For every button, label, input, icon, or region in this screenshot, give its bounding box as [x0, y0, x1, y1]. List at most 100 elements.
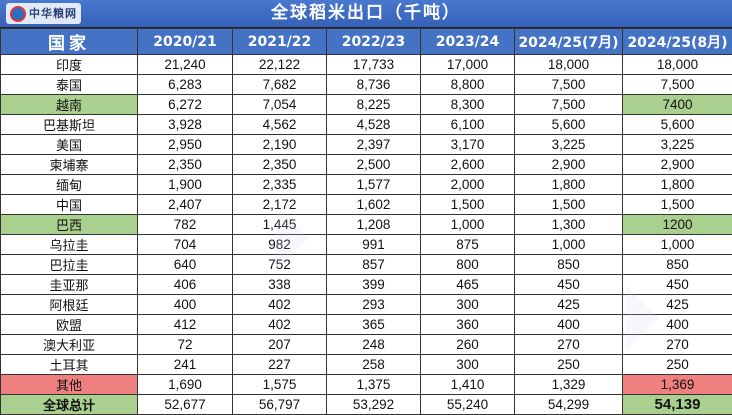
- value-cell: 450: [515, 275, 623, 295]
- value-cell: 21,240: [138, 55, 233, 75]
- value-cell: 6,283: [138, 75, 233, 95]
- value-cell: 300: [421, 295, 515, 315]
- value-cell: 300: [421, 355, 515, 375]
- value-cell: 399: [327, 275, 421, 295]
- value-cell: 18,000: [623, 55, 732, 75]
- country-cell: 印度: [1, 55, 138, 75]
- table-title: 全球稻米出口（千吨）: [271, 3, 461, 23]
- value-cell: 1,800: [623, 175, 732, 195]
- column-header: 2023/24: [421, 29, 515, 55]
- value-cell: 1,577: [327, 175, 421, 195]
- value-cell: 3,928: [138, 115, 233, 135]
- value-cell: 7,500: [515, 95, 623, 115]
- country-cell: 其他: [1, 375, 138, 395]
- logo: 中华粮网: [6, 3, 81, 24]
- column-header: 2024/25(8月): [623, 29, 732, 55]
- value-cell: 465: [421, 275, 515, 295]
- value-cell: 6,100: [421, 115, 515, 135]
- value-cell: 782: [138, 215, 233, 235]
- value-cell: 338: [233, 275, 327, 295]
- value-cell: 8,300: [421, 95, 515, 115]
- value-cell: 207: [233, 335, 327, 355]
- value-cell: 400: [623, 315, 732, 335]
- value-cell: 7,500: [515, 75, 623, 95]
- value-cell: 2,900: [623, 155, 732, 175]
- value-cell: 402: [233, 295, 327, 315]
- value-cell: 2,900: [515, 155, 623, 175]
- value-cell: 1,000: [515, 235, 623, 255]
- value-cell: 250: [623, 355, 732, 375]
- value-cell: 72: [138, 335, 233, 355]
- column-header: 2022/23: [327, 29, 421, 55]
- value-cell: 2,500: [327, 155, 421, 175]
- value-cell: 53,292: [327, 395, 421, 415]
- value-cell: 54,299: [515, 395, 623, 415]
- value-cell: 400: [138, 295, 233, 315]
- country-cell: 缅甸: [1, 175, 138, 195]
- column-header: 2020/21: [138, 29, 233, 55]
- country-cell: 巴基斯坦: [1, 115, 138, 135]
- country-cell: 澳大利亚: [1, 335, 138, 355]
- value-cell: 3,170: [421, 135, 515, 155]
- value-cell: 875: [421, 235, 515, 255]
- value-cell: 365: [327, 315, 421, 335]
- value-cell: 1,602: [327, 195, 421, 215]
- value-cell: 2,172: [233, 195, 327, 215]
- value-cell: 640: [138, 255, 233, 275]
- country-cell: 中国: [1, 195, 138, 215]
- value-cell: 402: [233, 315, 327, 335]
- value-cell: 857: [327, 255, 421, 275]
- value-cell: 1,329: [515, 375, 623, 395]
- value-cell: 425: [623, 295, 732, 315]
- value-cell: 850: [623, 255, 732, 275]
- country-cell: 乌拉圭: [1, 235, 138, 255]
- value-cell: 56,797: [233, 395, 327, 415]
- value-cell: 258: [327, 355, 421, 375]
- value-cell: 8,800: [421, 75, 515, 95]
- value-cell: 7,682: [233, 75, 327, 95]
- value-cell: 270: [515, 335, 623, 355]
- value-cell: 227: [233, 355, 327, 375]
- value-cell: 1,369: [623, 375, 732, 395]
- value-cell: 3,225: [623, 135, 732, 155]
- value-cell: 704: [138, 235, 233, 255]
- value-cell: 1,800: [515, 175, 623, 195]
- value-cell: 1,445: [233, 215, 327, 235]
- value-cell: 800: [421, 255, 515, 275]
- country-cell: 土耳其: [1, 355, 138, 375]
- country-cell: 巴拉圭: [1, 255, 138, 275]
- value-cell: 55,240: [421, 395, 515, 415]
- value-cell: 7400: [623, 95, 732, 115]
- value-cell: 2,397: [327, 135, 421, 155]
- value-cell: 1,575: [233, 375, 327, 395]
- value-cell: 2,407: [138, 195, 233, 215]
- value-cell: 2,350: [233, 155, 327, 175]
- value-cell: 991: [327, 235, 421, 255]
- value-cell: 293: [327, 295, 421, 315]
- value-cell: 18,000: [515, 55, 623, 75]
- value-cell: 270: [623, 335, 732, 355]
- value-cell: 17,000: [421, 55, 515, 75]
- country-cell: 欧盟: [1, 315, 138, 335]
- value-cell: 1,500: [515, 195, 623, 215]
- logo-icon: [10, 6, 26, 22]
- value-cell: 1200: [623, 215, 732, 235]
- value-cell: 1,208: [327, 215, 421, 235]
- value-cell: 54,139: [623, 395, 732, 415]
- value-cell: 17,733: [327, 55, 421, 75]
- value-cell: 8,225: [327, 95, 421, 115]
- value-cell: 752: [233, 255, 327, 275]
- value-cell: 2,350: [138, 155, 233, 175]
